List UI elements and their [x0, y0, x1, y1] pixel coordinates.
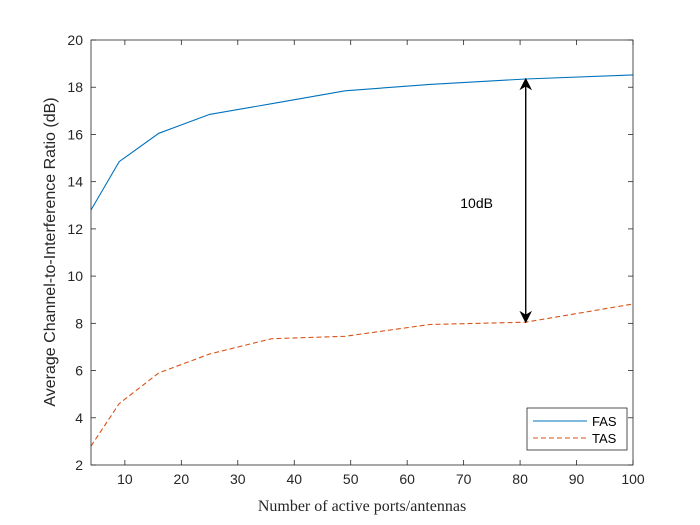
x-tick-label: 80 [512, 471, 528, 487]
legend: FAS TAS [526, 407, 628, 451]
y-tick-label: 20 [67, 32, 83, 48]
y-tick-label: 10 [67, 268, 83, 284]
x-tick-label: 30 [230, 471, 246, 487]
y-tick-label: 18 [67, 79, 83, 95]
y-tick-label: 12 [67, 221, 83, 237]
legend-box [526, 407, 628, 451]
y-tick-label: 16 [67, 126, 83, 142]
plot-area [91, 40, 633, 465]
y-tick-label: 8 [75, 315, 83, 331]
y-axis-label: Average Channel-to-Interference Ratio (d… [42, 97, 59, 406]
x-tick-label: 20 [174, 471, 190, 487]
x-tick-label: 10 [117, 471, 133, 487]
legend-label-tas: TAS [592, 431, 617, 446]
x-tick-label: 70 [456, 471, 472, 487]
x-tick-label: 40 [286, 471, 302, 487]
axes-box [90, 39, 634, 466]
series-line-tas [90, 303, 634, 447]
y-tick-label: 6 [75, 363, 83, 379]
x-tick-label: 100 [621, 471, 645, 487]
x-tick-label: 60 [399, 471, 415, 487]
x-tick-label: 50 [343, 471, 359, 487]
y-tick-label: 4 [75, 410, 83, 426]
x-tick-label: 90 [569, 471, 585, 487]
series-line-fas [90, 74, 634, 211]
legend-label-fas: FAS [592, 414, 617, 429]
x-axis-label: Number of active ports/antennas [258, 498, 466, 515]
y-tick-label: 14 [67, 174, 83, 190]
y-tick-label: 2 [75, 457, 83, 473]
annotation-label: 10dB [460, 195, 493, 211]
